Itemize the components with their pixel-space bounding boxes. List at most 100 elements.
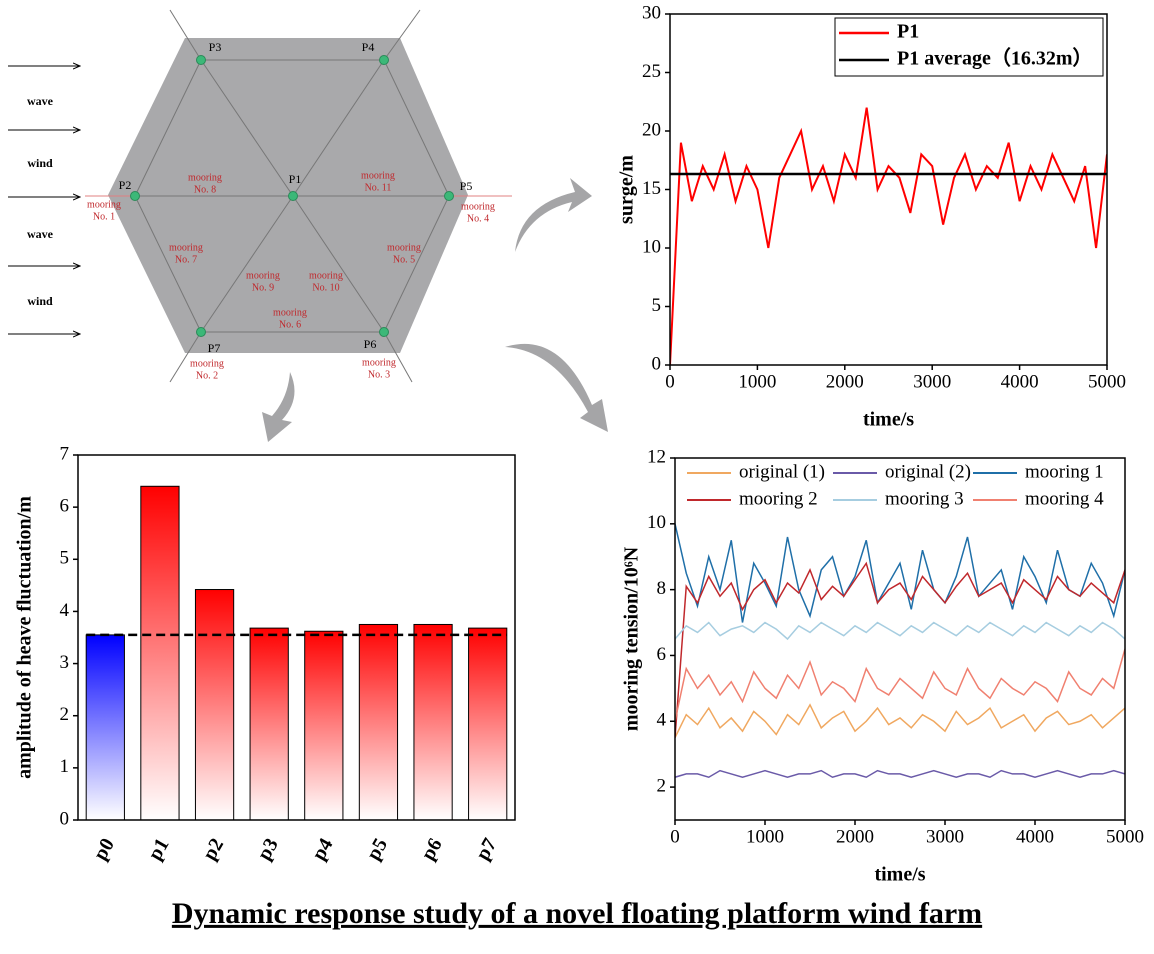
mooring-label: mooring	[246, 270, 280, 281]
plot-frame	[77, 454, 516, 821]
bar	[85, 634, 125, 821]
x-tick-label: 0	[665, 371, 675, 392]
x-tick-label: 2000	[836, 826, 874, 847]
data-line	[675, 703, 1125, 739]
mooring-label: No. 9	[252, 282, 274, 293]
y-tick-label: 6	[60, 496, 70, 517]
node-label: P1	[289, 172, 302, 186]
bar	[413, 623, 453, 821]
y-tick-label: 4	[60, 600, 70, 621]
x-tick-label: 1000	[746, 826, 784, 847]
mooring-label: No. 1	[93, 211, 115, 222]
y-axis-title: amplitude of heave fluctuation/m	[14, 496, 36, 779]
y-tick-label: 0	[652, 353, 662, 374]
flow-label: wave	[27, 94, 54, 108]
y-tick-label: 2	[657, 775, 667, 796]
node-label: P7	[208, 341, 221, 355]
y-tick-label: 5	[60, 548, 70, 569]
y-tick-label: 30	[642, 2, 661, 23]
x-axis-title: time/s	[874, 864, 925, 886]
flow-label: wave	[27, 227, 54, 241]
mooring-label: mooring	[362, 357, 396, 368]
y-tick-label: 3	[60, 652, 70, 673]
mooring-label: No. 2	[196, 370, 218, 381]
legend-frame	[834, 17, 1104, 77]
x-tick-label: p0	[89, 835, 119, 864]
x-tick-label: 4000	[1001, 371, 1039, 392]
y-tick-label: 7	[60, 443, 70, 464]
y-axis-title: mooring tension/10⁶N	[621, 546, 643, 731]
data-line	[675, 648, 1125, 722]
plot-area	[675, 523, 1125, 779]
x-tick-label: p3	[253, 835, 283, 864]
legend-label: mooring 4	[1025, 488, 1104, 509]
mooring-label: mooring	[188, 172, 222, 183]
x-tick-label: p4	[308, 835, 338, 864]
mooring-label: No. 10	[312, 282, 339, 293]
bar	[304, 630, 344, 821]
mooring-label: mooring	[87, 199, 121, 210]
legend-label: original (2)	[885, 461, 971, 482]
chart: 2 4 6 8 10 12 0 1000 2000 3000 4000 5000 time/s moori…	[621, 446, 1144, 885]
y-tick-label: 20	[642, 119, 661, 140]
mooring-label: No. 4	[467, 213, 489, 224]
plot-area	[670, 107, 1107, 365]
nodes	[130, 55, 454, 337]
mooring-label: No. 5	[393, 254, 415, 265]
node-label: P2	[119, 178, 132, 192]
data-line	[675, 769, 1125, 779]
mooring-label: mooring	[273, 307, 307, 318]
x-tick-label: 3000	[913, 371, 951, 392]
y-axis-title: surge/m	[616, 155, 638, 224]
bar	[358, 623, 399, 821]
y-tick-label: 10	[647, 512, 666, 533]
y-tick-label: 0	[60, 808, 70, 829]
flow-label: wind	[27, 156, 53, 170]
mooring-label: mooring	[387, 242, 421, 253]
x-tick-label: p7	[472, 835, 502, 864]
x-tick-label: p6	[417, 835, 447, 864]
plot-frame	[674, 457, 1126, 821]
bar	[194, 589, 235, 821]
legend-label: mooring 3	[885, 488, 964, 509]
bar	[140, 485, 180, 821]
y-tick-label: 1	[60, 756, 70, 777]
data-line	[675, 523, 1125, 623]
legend-label: P1	[897, 21, 919, 43]
legend-label: original (1)	[739, 461, 825, 482]
mooring-label: No. 6	[279, 319, 301, 330]
y-tick-label: 5	[652, 295, 662, 316]
y-tick-label: 25	[642, 61, 661, 82]
chart: 0 1 2 3 4 5 6 7 amplitude of heave fluctuation/m…	[14, 443, 516, 864]
mooring-label: No. 7	[175, 254, 197, 265]
mooring-label: No. 8	[194, 184, 216, 195]
x-tick-label: 4000	[1016, 826, 1054, 847]
mooring-label: mooring	[190, 358, 224, 369]
mooring-label: No. 11	[365, 182, 392, 193]
x-tick-label: 5000	[1088, 371, 1126, 392]
y-tick-label: 2	[60, 704, 70, 725]
flow-label: wind	[27, 294, 53, 308]
node-label: P5	[460, 179, 473, 193]
plot-frame	[669, 13, 1108, 366]
chart: 0 5 10 15 20 25 30 0 1000 2000 3000 4000 5000 time/s s…	[616, 2, 1126, 430]
y-tick-label: 4	[657, 710, 667, 731]
x-tick-label: 0	[670, 826, 680, 847]
node-label: P3	[209, 40, 222, 54]
mooring-lines	[85, 9, 512, 383]
x-axis-title: time/s	[863, 409, 914, 431]
x-tick-label: 1000	[738, 371, 776, 392]
data-line	[670, 107, 1107, 365]
x-tick-label: 5000	[1106, 826, 1144, 847]
y-tick-label: 6	[657, 644, 667, 665]
bar	[468, 627, 508, 821]
bar	[249, 627, 289, 821]
mooring-label: mooring	[461, 201, 495, 212]
x-tick-label: p1	[144, 835, 174, 864]
flow-arrows	[8, 66, 80, 334]
mooring-label: mooring	[169, 242, 203, 253]
y-tick-label: 8	[657, 578, 667, 599]
